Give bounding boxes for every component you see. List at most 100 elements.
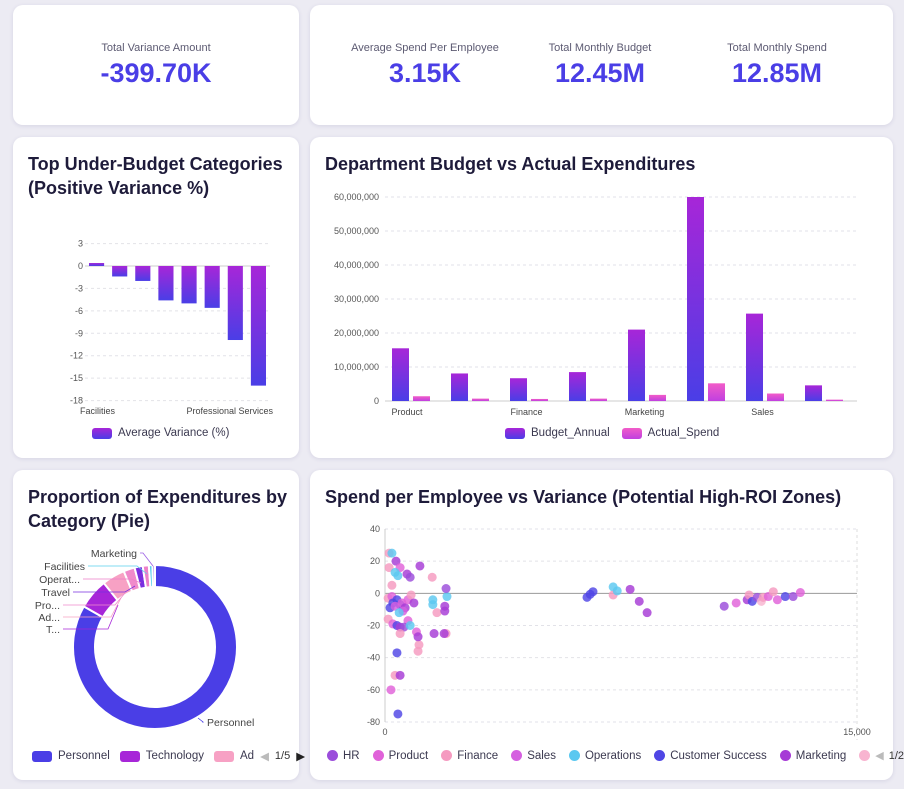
legend-swatch [92, 427, 112, 439]
legend-label: Technology [145, 750, 204, 762]
legend-page: 1/5 [274, 750, 291, 762]
y-tick-label: -20 [367, 621, 380, 631]
y-tick-label: -12 [70, 351, 83, 361]
bar [158, 266, 174, 301]
scatter-point [439, 629, 449, 639]
scatter-chart-card: Spend per Employee vs Variance (Potentia… [310, 470, 904, 780]
legend-item-sales[interactable]: Sales [527, 749, 556, 762]
legend-prev-icon[interactable]: ◀ [875, 750, 884, 762]
scatter-point [772, 595, 782, 605]
bar [112, 266, 128, 277]
actual-spend-bar [472, 398, 489, 401]
slice-label: Pro... [35, 600, 60, 612]
bar [181, 266, 197, 304]
y-tick-label: 3 [78, 239, 83, 249]
scatter-point [731, 598, 741, 608]
scatter-point [405, 621, 415, 630]
legend-dot [441, 750, 453, 761]
y-tick-label: -6 [75, 306, 83, 316]
x-tick-label: 15,000 [843, 727, 871, 737]
legend-next-icon[interactable]: ▶ [296, 751, 306, 763]
chart-legend[interactable]: Budget_Annual Actual_Spend [505, 427, 719, 439]
slice-label: Travel [41, 587, 70, 599]
kpi-monthly-budget: Total Monthly Budget 12.45M [510, 42, 690, 89]
y-tick-label: 0 [375, 588, 380, 598]
bar [250, 266, 266, 386]
kpi-card-variance: Total Variance Amount -399.70K [13, 5, 299, 125]
y-tick-label: 40,000,000 [334, 260, 379, 270]
legend-item-hr[interactable]: HR [343, 749, 360, 762]
legend-prev-icon[interactable]: ◀ [260, 751, 269, 763]
leader-line [73, 585, 136, 593]
scatter-point [394, 608, 404, 618]
y-tick-label: 60,000,000 [334, 192, 379, 202]
scatter-point [780, 592, 790, 602]
pie-chart-card: Proportion of Expenditures by Category (… [13, 470, 305, 780]
dept-budget-chart-card: Department Budget vs Actual Expenditures… [310, 137, 893, 458]
legend-item-finance[interactable]: Finance [457, 749, 499, 762]
kpi-label: Total Monthly Spend [727, 42, 827, 54]
chart-legend[interactable]: HR Product Finance Sales Operations Customer … [327, 749, 904, 762]
legend-label: Budget_Annual [531, 427, 610, 439]
legend-label: Personnel [58, 750, 110, 762]
scatter-point [428, 600, 438, 610]
chart-title: Top Under-Budget Categories (Positive Va… [28, 154, 283, 198]
actual-spend-bar [826, 399, 843, 401]
kpi-value: 12.45M [554, 58, 646, 88]
bar [204, 266, 220, 308]
y-tick-label: -3 [75, 283, 83, 293]
legend-dot [327, 750, 338, 761]
legend-item-marketing[interactable]: Marketing [795, 749, 847, 762]
chart-title: Spend per Employee vs Variance (Potentia… [325, 487, 842, 507]
scatter-point [427, 572, 437, 582]
leader-line [63, 597, 122, 618]
chart-legend[interactable]: Personnel Technology Ad ◀ 1/5 ▶ [32, 749, 305, 763]
budget-annual-bar [392, 348, 409, 401]
scatter-point [642, 608, 652, 618]
budget-annual-bar [805, 385, 822, 401]
y-tick-label: 0 [78, 261, 83, 271]
legend-item-operations[interactable]: Operations [584, 749, 642, 762]
legend-item-customer-success[interactable]: Customer Success [670, 749, 767, 762]
kpi-label: Total Monthly Budget [548, 42, 652, 54]
x-tick-label: Finance [510, 407, 542, 417]
scatter-point [415, 561, 425, 571]
scatter-point [612, 586, 622, 596]
scatter-point [634, 596, 644, 606]
scatter-point [395, 670, 405, 680]
budget-annual-bar [510, 378, 527, 401]
scatter-point [413, 632, 423, 642]
chart-legend[interactable]: Average Variance (%) [92, 427, 229, 439]
legend-dot [654, 750, 666, 761]
bar [135, 266, 151, 281]
legend-item-product[interactable]: Product [388, 749, 429, 762]
kpi-label: Average Spend Per Employee [351, 42, 499, 54]
legend-swatch [213, 750, 234, 762]
scatter-point [406, 590, 416, 600]
y-tick-label: 0 [374, 396, 379, 406]
kpi-avg-spend: Average Spend Per Employee 3.15K [335, 42, 515, 89]
actual-spend-bar [590, 398, 607, 401]
scatter-point [386, 685, 396, 695]
bar [227, 266, 243, 341]
slice-label: Facilities [44, 561, 85, 573]
y-tick-label: -60 [367, 685, 380, 695]
actual-spend-bar [708, 383, 725, 401]
legend-dot [779, 750, 791, 761]
y-tick-label: 40 [370, 524, 380, 534]
kpi-value: -399.70K [100, 58, 212, 88]
legend-label: Ad [239, 750, 255, 762]
scatter-point [393, 709, 403, 719]
scatter-point [625, 584, 635, 594]
leader-line [197, 717, 205, 723]
dept-budget-bar-chart: 0 10,000,000 20,000,000 30,000,000 40,000,00… [334, 192, 857, 417]
kpi-total-variance: Total Variance Amount -399.70K [66, 42, 246, 89]
legend-swatch [119, 750, 140, 762]
y-tick-label: 20 [370, 556, 380, 566]
x-tick-label: 0 [382, 727, 387, 737]
x-tick-label: Product [391, 407, 423, 417]
slice-label: Marketing [91, 548, 137, 560]
y-tick-label: 10,000,000 [334, 362, 379, 372]
